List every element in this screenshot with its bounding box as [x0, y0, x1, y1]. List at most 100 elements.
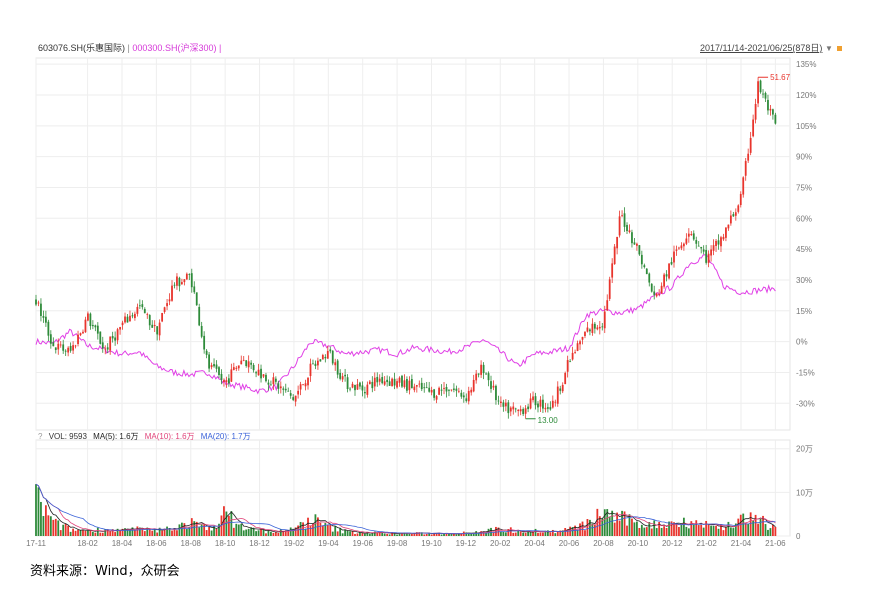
volume-bar [633, 522, 636, 536]
volume-bar [289, 527, 292, 536]
candle-body [519, 409, 522, 412]
volume-bar [329, 524, 332, 536]
candle-body [119, 327, 121, 330]
volume-bar [685, 526, 688, 536]
candle-body [59, 344, 62, 346]
candle-body [406, 379, 408, 391]
date-range[interactable]: 2017/11/14-2021/06/25(878日) [700, 43, 823, 53]
candle-body [485, 373, 487, 375]
help-icon[interactable]: ? [38, 432, 43, 441]
volume-bar [143, 531, 146, 536]
index-label[interactable]: 000300.SH(沪深300) [132, 43, 217, 53]
volume-bar [161, 530, 164, 536]
x-tick-label: 18-10 [215, 539, 236, 548]
candle-body [504, 402, 507, 407]
volume-bar [423, 534, 426, 536]
volume-bar [460, 533, 463, 536]
candle-body [707, 253, 710, 263]
candle-body [457, 390, 460, 392]
candle-body [161, 312, 164, 322]
candle-body [178, 277, 181, 287]
candle-body [134, 313, 136, 319]
volume-bar [331, 531, 334, 536]
date-range-control[interactable]: 2017/11/14-2021/06/25(878日) ▼ [700, 41, 843, 54]
candle-body [106, 347, 109, 350]
volume-bar [287, 529, 290, 536]
volume-bar [492, 532, 495, 536]
candle-body [307, 377, 309, 386]
candle-body [715, 240, 717, 246]
volume-bar [198, 527, 201, 536]
candle-body [487, 373, 490, 381]
candle-body [213, 364, 215, 367]
volume-bar [532, 531, 534, 536]
candle-body [492, 385, 495, 388]
candle-body [440, 389, 443, 391]
candle-body [79, 333, 82, 336]
volume-bar [539, 532, 542, 536]
volume-bar [312, 523, 314, 536]
candle-body [695, 240, 698, 244]
volume-bar [49, 516, 52, 536]
candle-body [717, 240, 720, 245]
candle-body [124, 316, 126, 323]
volume-bar [79, 530, 82, 536]
candle-body [227, 378, 230, 384]
candle-body [304, 383, 307, 387]
candle-body [381, 377, 384, 384]
candle-body [35, 299, 37, 305]
volume-bar [213, 526, 215, 536]
candle-body [267, 382, 270, 385]
volume-bar [87, 530, 89, 536]
candle-body [64, 350, 67, 352]
candle-body [435, 396, 438, 400]
volume-bar [126, 529, 129, 536]
volume-bar [554, 533, 557, 536]
y-tick-label: -15% [796, 368, 815, 377]
volume-bar [319, 522, 322, 536]
volume-bar [183, 523, 186, 536]
stock-label[interactable]: 603076.SH(乐惠国际) [38, 43, 126, 53]
volume-bar [420, 532, 423, 536]
candle-body [368, 381, 371, 385]
candle-body [499, 401, 502, 404]
candle-body [378, 378, 381, 382]
volume-bar [593, 525, 596, 536]
volume-bar [767, 529, 769, 536]
volume-bar [616, 512, 619, 536]
candle-body [727, 224, 730, 229]
volume-bar [626, 525, 628, 536]
candle-body [54, 347, 57, 350]
volume-bar [69, 531, 72, 536]
volume-bar [225, 511, 228, 536]
x-tick-label: 18-08 [181, 539, 202, 548]
volume-bar [190, 518, 193, 536]
candle-body [438, 387, 440, 395]
settings-square-icon[interactable] [837, 46, 843, 52]
candle-body [460, 392, 463, 397]
volume-bar [131, 527, 134, 536]
candle-body [403, 380, 406, 387]
volume-bar [188, 527, 191, 536]
volume-bar [645, 527, 648, 536]
candle-body [502, 402, 505, 407]
candle-body [556, 386, 559, 404]
candle-body [462, 395, 465, 398]
volume-bar [717, 528, 720, 536]
candle-body [138, 305, 141, 307]
candle-body [173, 284, 176, 286]
dropdown-triangle-icon[interactable]: ▼ [824, 44, 833, 53]
candle-body [193, 286, 196, 293]
candle-body [265, 374, 267, 382]
volume-bar [465, 532, 468, 536]
volume-bar [381, 531, 384, 536]
candle-body [376, 376, 379, 383]
volume-bar [274, 531, 277, 536]
candle-body [109, 336, 112, 351]
candle-body [245, 360, 248, 367]
volume-bar [499, 531, 502, 536]
candle-body [682, 243, 685, 247]
volume-bar [349, 531, 351, 536]
candle-body [57, 343, 60, 350]
